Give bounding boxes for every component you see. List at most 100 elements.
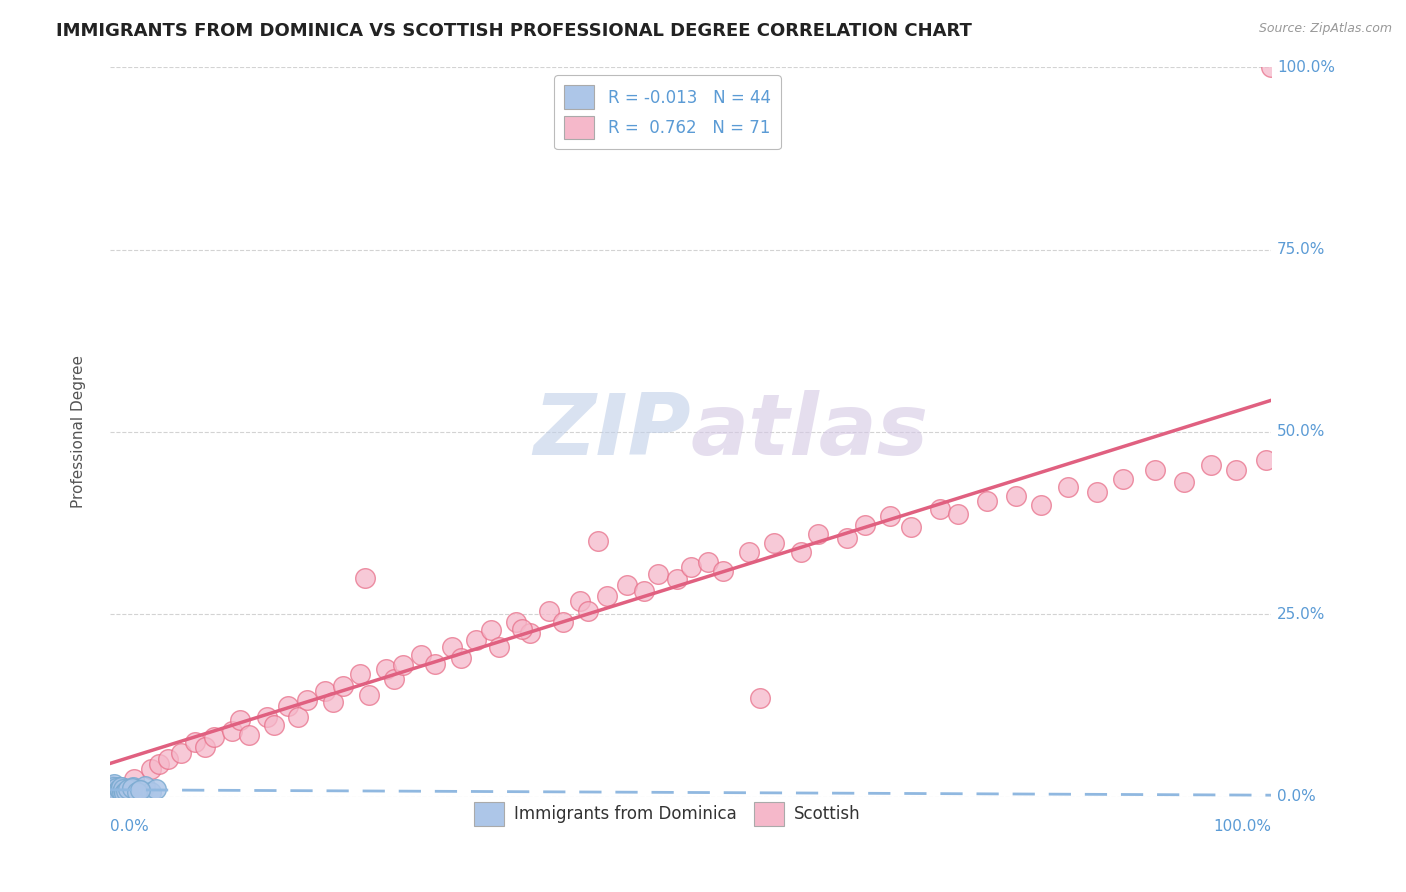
Point [633, 584, 655, 599]
Legend: R = -0.013   N = 44, R =  0.762   N = 71: R = -0.013 N = 44, R = 0.762 N = 71 [554, 76, 780, 149]
Point [441, 640, 464, 655]
Point [519, 625, 541, 640]
Point [108, 783, 131, 797]
Point [156, 752, 179, 766]
Point [101, 785, 124, 799]
Point [104, 784, 127, 798]
Point [229, 713, 252, 727]
Point [107, 785, 129, 799]
Point [1225, 463, 1247, 477]
Point [105, 780, 128, 795]
Point [837, 531, 859, 545]
Point [790, 545, 813, 559]
Y-axis label: Professional Degree: Professional Degree [72, 355, 86, 508]
Point [112, 786, 135, 800]
Point [263, 718, 285, 732]
Point [124, 785, 146, 799]
Point [108, 781, 131, 796]
Point [1144, 463, 1167, 477]
Point [183, 735, 205, 749]
Point [202, 730, 225, 744]
Point [879, 508, 901, 523]
Point [139, 785, 162, 799]
Point [551, 615, 574, 629]
Text: 75.0%: 75.0% [1277, 242, 1326, 257]
Point [314, 684, 336, 698]
Text: 25.0%: 25.0% [1277, 607, 1326, 622]
Point [120, 783, 142, 797]
Point [111, 785, 134, 799]
Point [375, 662, 398, 676]
Point [110, 785, 132, 799]
Point [1111, 472, 1133, 486]
Point [853, 518, 876, 533]
Point [1173, 475, 1195, 489]
Point [1254, 452, 1277, 467]
Point [464, 632, 486, 647]
Point [900, 520, 922, 534]
Point [100, 787, 122, 801]
Point [711, 564, 734, 578]
Point [103, 786, 125, 800]
Point [256, 709, 278, 723]
Text: IMMIGRANTS FROM DOMINICA VS SCOTTISH PROFESSIONAL DEGREE CORRELATION CHART: IMMIGRANTS FROM DOMINICA VS SCOTTISH PRO… [56, 22, 972, 40]
Point [384, 672, 406, 686]
Text: 100.0%: 100.0% [1277, 60, 1336, 75]
Point [488, 640, 510, 655]
Point [221, 724, 243, 739]
Point [170, 746, 193, 760]
Text: 0.0%: 0.0% [110, 819, 149, 834]
Point [134, 779, 156, 793]
Point [114, 786, 136, 800]
Point [763, 536, 786, 550]
Point [749, 691, 772, 706]
Point [107, 782, 129, 797]
Point [145, 782, 167, 797]
Point [100, 784, 122, 798]
Point [112, 781, 135, 796]
Text: 50.0%: 50.0% [1277, 425, 1326, 440]
Point [194, 740, 217, 755]
Point [122, 780, 145, 795]
Text: atlas: atlas [690, 391, 929, 474]
Point [354, 571, 377, 585]
Point [332, 679, 354, 693]
Text: ZIP: ZIP [533, 391, 690, 474]
Point [1057, 480, 1080, 494]
Point [411, 648, 433, 662]
Point [103, 782, 125, 797]
Point [450, 651, 472, 665]
Point [104, 783, 127, 797]
Point [946, 507, 969, 521]
Point [100, 780, 122, 795]
Point [101, 785, 124, 799]
Point [101, 781, 124, 796]
Point [129, 783, 152, 797]
Point [121, 780, 143, 795]
Point [115, 784, 138, 798]
Point [297, 693, 319, 707]
Point [110, 780, 132, 794]
Point [101, 780, 124, 795]
Point [1260, 60, 1282, 74]
Point [537, 604, 560, 618]
Point [697, 555, 720, 569]
Point [287, 709, 309, 723]
Text: 100.0%: 100.0% [1213, 819, 1271, 834]
Point [101, 779, 124, 793]
Point [117, 782, 139, 797]
Point [322, 695, 344, 709]
Point [596, 589, 619, 603]
Point [1085, 484, 1108, 499]
Point [112, 780, 135, 795]
Point [103, 777, 125, 791]
Point [131, 784, 153, 798]
Point [148, 756, 170, 771]
Point [117, 782, 139, 797]
Point [976, 494, 998, 508]
Point [125, 785, 148, 799]
Point [111, 784, 134, 798]
Point [505, 615, 527, 629]
Point [647, 567, 669, 582]
Point [1199, 458, 1222, 472]
